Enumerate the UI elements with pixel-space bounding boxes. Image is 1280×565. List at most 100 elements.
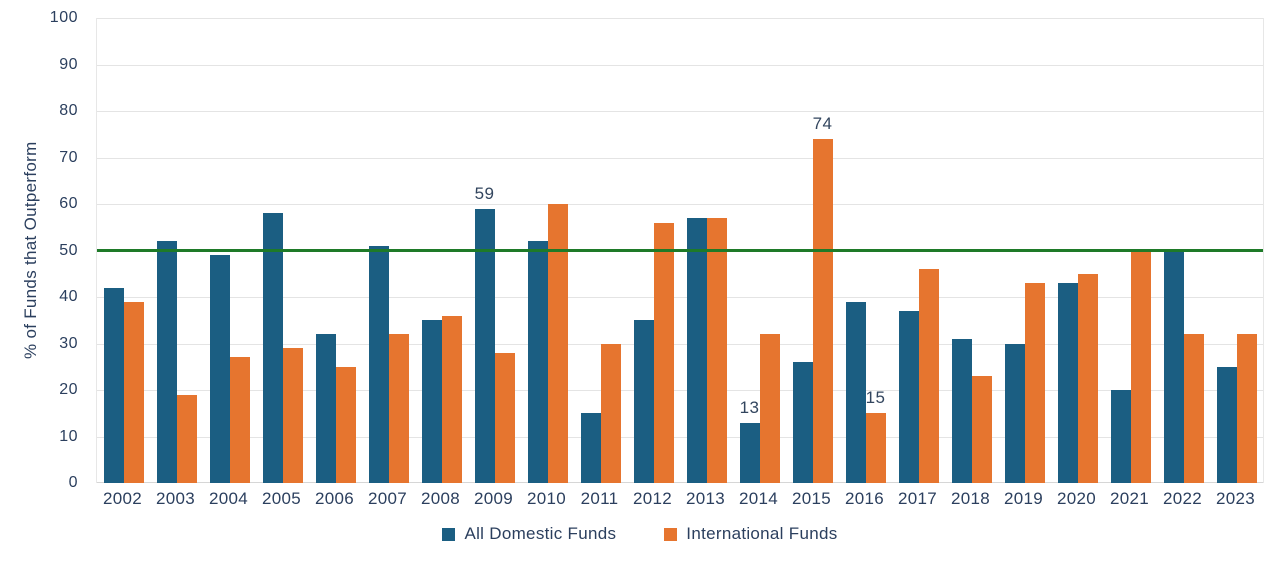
- y-tick-label: 60: [59, 195, 78, 212]
- x-tick-label-2023: 2023: [1215, 489, 1256, 508]
- gridline: [97, 482, 1263, 483]
- gridline: [97, 390, 1263, 391]
- bar-value-label: 74: [812, 113, 833, 133]
- bar-group-2005: [262, 18, 303, 483]
- reference-line-50pct: [97, 249, 1263, 252]
- bar-international-funds-2014: [759, 334, 780, 483]
- bar-international-funds-2012: [653, 222, 674, 483]
- bar-group-2007: [368, 18, 409, 483]
- bar-group-2023: [1216, 18, 1257, 483]
- x-tick-label-2004: 2004: [208, 489, 249, 508]
- bar-group-2021: [1110, 18, 1151, 483]
- bar-value-label: 13: [739, 397, 760, 417]
- y-axis-tick-labels: 0 10 20 30 40 50 60 70 80 90 100: [0, 9, 78, 491]
- y-tick-label: 80: [59, 102, 78, 119]
- x-tick-label-2019: 2019: [1003, 489, 1044, 508]
- x-tick-label-2014: 2014: [738, 489, 779, 508]
- bar-all-domestic-funds-2003: [156, 241, 177, 483]
- bar-international-funds-2002: [123, 301, 144, 483]
- bar-group-2019: [1004, 18, 1045, 483]
- x-tick-label-2018: 2018: [950, 489, 991, 508]
- gridline: [97, 64, 1263, 66]
- legend-label-international: International Funds: [686, 524, 838, 543]
- x-tick-label-2011: 2011: [580, 489, 619, 508]
- gridline: [97, 343, 1263, 345]
- y-tick-label: 0: [68, 474, 78, 491]
- bar-international-funds-2016: 15: [865, 388, 886, 483]
- bar-international-funds-2011: [600, 343, 621, 483]
- y-tick-label: 100: [49, 9, 78, 26]
- gridline: [97, 18, 1263, 19]
- bar-group-2014: 13: [739, 18, 780, 483]
- bar-group-2003: [156, 18, 197, 483]
- bar-all-domestic-funds-2011: [580, 413, 601, 483]
- bar-international-funds-2022: [1183, 334, 1204, 483]
- bar-group-2006: [315, 18, 356, 483]
- bar-international-funds-2015: 74: [812, 114, 833, 483]
- x-tick-label-2007: 2007: [367, 489, 408, 508]
- x-tick-label-2006: 2006: [314, 489, 355, 508]
- x-tick-label-2020: 2020: [1056, 489, 1097, 508]
- bar-all-domestic-funds-2017: [898, 310, 919, 483]
- bar-international-funds-2009: [494, 352, 515, 483]
- bar-value-label: 59: [474, 183, 495, 203]
- bar-international-funds-2020: [1077, 273, 1098, 483]
- bar-all-domestic-funds-2023: [1216, 366, 1237, 483]
- bar-all-domestic-funds-2004: [209, 255, 230, 483]
- x-axis-tick-labels: 2002 2003 2004 2005 2006 2007 2008 2009 2010 2011…: [96, 489, 1262, 509]
- x-tick-label-2005: 2005: [261, 489, 302, 508]
- bar-international-funds-2004: [229, 357, 250, 483]
- bar-international-funds-2007: [388, 334, 409, 483]
- bar-all-domestic-funds-2006: [315, 334, 336, 483]
- y-tick-label: 70: [59, 148, 78, 166]
- bar-international-funds-2018: [971, 376, 992, 483]
- bar-all-domestic-funds-2015: [792, 362, 813, 483]
- bar-group-2010: [527, 18, 568, 483]
- bar-international-funds-2008: [441, 315, 462, 483]
- bar-international-funds-2006: [335, 366, 356, 483]
- bar-group-2022: [1163, 18, 1204, 483]
- legend-swatch-domestic-icon: [442, 527, 456, 541]
- bar-international-funds-2010: [547, 204, 568, 483]
- bar-all-domestic-funds-2002: [103, 287, 124, 483]
- bar-group-2017: [898, 18, 939, 483]
- x-tick-label-2008: 2008: [420, 489, 461, 508]
- bar-all-domestic-funds-2012: [633, 320, 654, 483]
- x-tick-label-2016: 2016: [844, 489, 885, 508]
- bar-group-2008: [421, 18, 462, 483]
- y-tick-label: 90: [59, 55, 78, 73]
- bar-international-funds-2017: [918, 269, 939, 483]
- x-tick-label-2003: 2003: [155, 489, 196, 508]
- legend-swatch-international-icon: [664, 527, 678, 541]
- bar-group-2004: [209, 18, 250, 483]
- bar-international-funds-2005: [282, 348, 303, 483]
- bar-all-domestic-funds-2021: [1110, 390, 1131, 483]
- bar-all-domestic-funds-2007: [368, 245, 389, 483]
- legend: All Domestic Funds International Funds: [0, 524, 1280, 544]
- y-tick-label: 30: [59, 334, 78, 352]
- x-tick-label-2010: 2010: [526, 489, 567, 508]
- gridline: [97, 111, 1263, 112]
- gridline: [97, 297, 1263, 298]
- bar-all-domestic-funds-2008: [421, 320, 442, 483]
- bar-group-2018: [951, 18, 992, 483]
- x-tick-label-2022: 2022: [1162, 489, 1203, 508]
- bar-group-2016: 15: [845, 18, 886, 483]
- bar-group-2002: [103, 18, 144, 483]
- gridline: [97, 436, 1263, 438]
- bar-all-domestic-funds-2020: [1057, 283, 1078, 483]
- gridline: [97, 157, 1263, 159]
- bar-all-domestic-funds-2016: [845, 301, 866, 483]
- x-tick-label-2013: 2013: [685, 489, 726, 508]
- x-tick-label-2002: 2002: [102, 489, 143, 508]
- bar-group-2020: [1057, 18, 1098, 483]
- y-tick-label: 50: [59, 241, 78, 259]
- bar-value-label: 15: [865, 388, 886, 408]
- bar-all-domestic-funds-2013: [686, 217, 707, 483]
- bar-international-funds-2021: [1130, 250, 1151, 483]
- legend-item-domestic: All Domestic Funds: [442, 524, 616, 544]
- x-tick-label-2012: 2012: [632, 489, 673, 508]
- legend-item-international: International Funds: [664, 524, 837, 544]
- gridline: [97, 204, 1263, 205]
